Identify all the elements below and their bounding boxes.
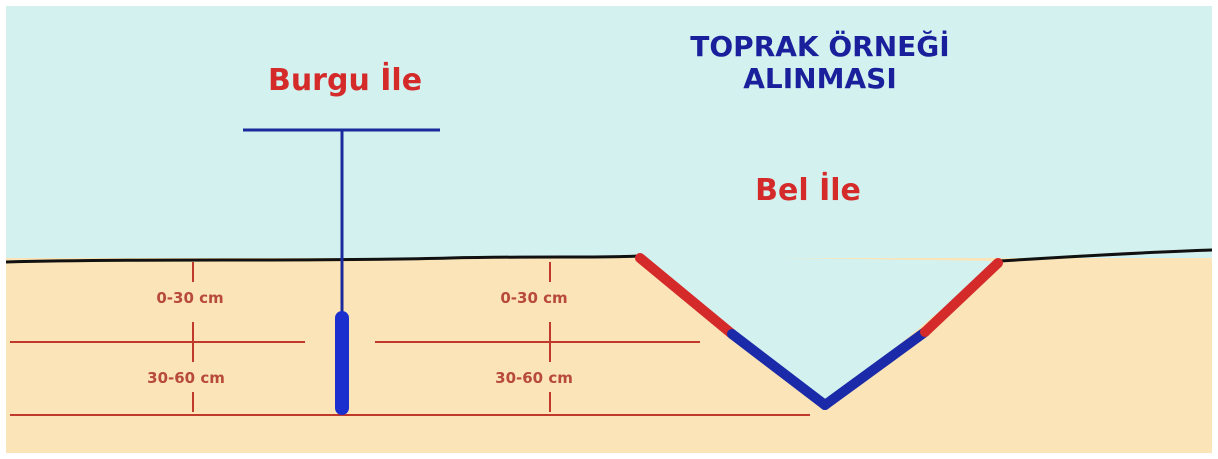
ground-line xyxy=(5,248,1213,264)
depth-lines xyxy=(10,262,810,416)
layer-label: 30-60 cm xyxy=(147,369,225,387)
soil xyxy=(6,258,1212,453)
title-line: TOPRAK ÖRNEĞİ xyxy=(690,29,949,63)
layer-label: 0-30 cm xyxy=(500,289,567,307)
auger xyxy=(243,128,440,415)
layer-label: 0-30 cm xyxy=(156,289,223,307)
method-label: Burgu İle xyxy=(268,62,422,98)
layer-label: 30-60 cm xyxy=(495,369,573,387)
method-label: Bel İle xyxy=(755,172,861,208)
pit-walls xyxy=(635,253,1003,410)
pit xyxy=(638,256,1000,406)
title-line: ALINMASI xyxy=(743,62,896,95)
